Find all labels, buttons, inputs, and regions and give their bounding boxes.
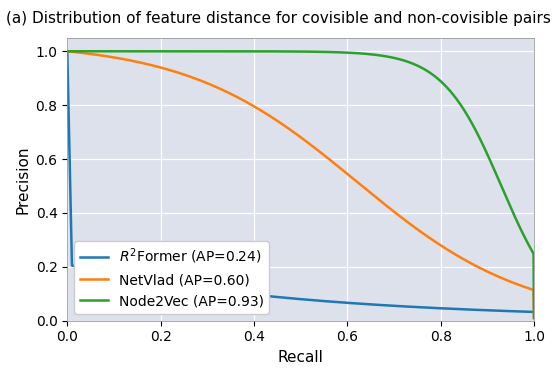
Text: (a) Distribution of feature distance for covisible and non-covisible pairs: (a) Distribution of feature distance for… (6, 11, 550, 26)
X-axis label: Recall: Recall (278, 350, 324, 365)
Legend: $R^2$Former (AP=0.24), NetVlad (AP=0.60), Node2Vec (AP=0.93): $R^2$Former (AP=0.24), NetVlad (AP=0.60)… (74, 241, 269, 314)
Y-axis label: Precision: Precision (15, 145, 30, 214)
